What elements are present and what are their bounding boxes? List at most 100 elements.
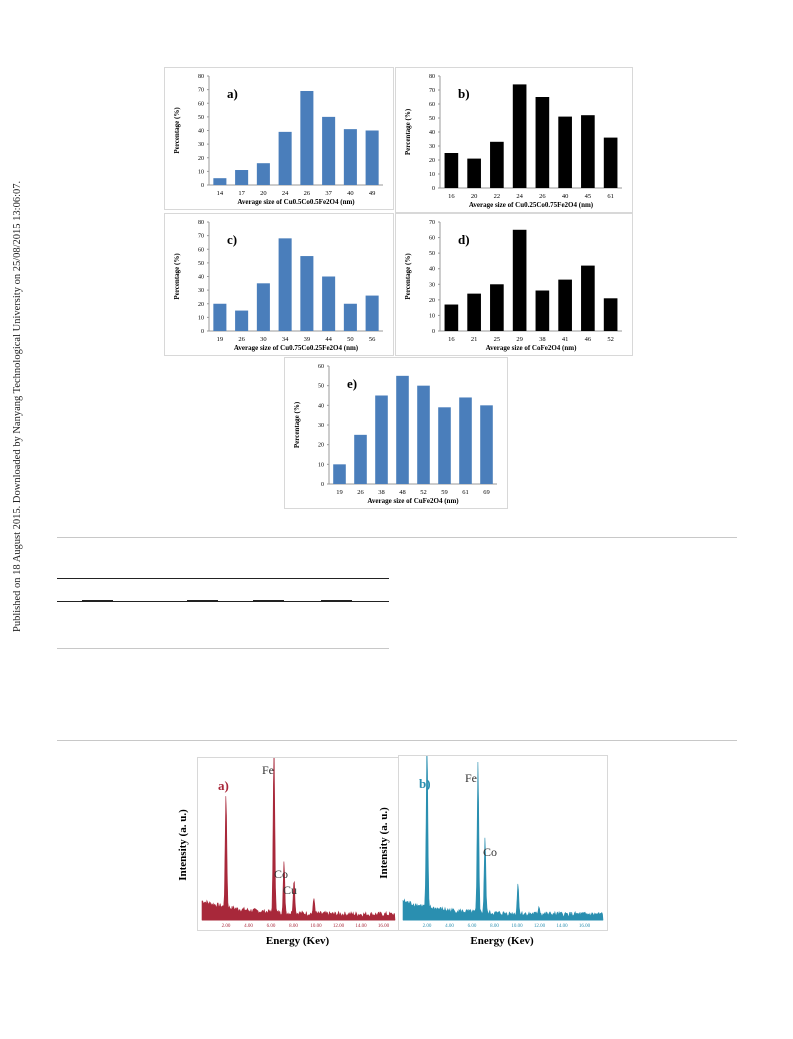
x-tick-label: 46	[585, 336, 592, 343]
y-tick-label: 10	[198, 169, 204, 175]
x-axis-label: Energy (Kev)	[265, 935, 330, 947]
x-tick-label: 25	[494, 336, 501, 343]
x-tick-label: 26	[304, 190, 311, 197]
y-tick-label: 40	[318, 403, 324, 409]
bar	[375, 395, 388, 484]
bar	[343, 303, 357, 331]
y-tick-label: 10	[429, 172, 435, 178]
x-tick-label: 52	[607, 336, 614, 343]
y-axis-label: Percentage (%)	[404, 253, 412, 300]
y-tick-label: 30	[318, 423, 324, 429]
bar	[396, 375, 409, 484]
y-tick-label: 0	[321, 482, 324, 488]
bar	[256, 163, 270, 185]
y-tick-label: 30	[429, 144, 435, 150]
rule	[57, 537, 737, 538]
x-tick-label: 24	[516, 193, 523, 200]
peak-label: Co	[274, 867, 288, 881]
y-tick-label: 60	[198, 101, 204, 107]
x-tick-label: 12.00	[333, 924, 345, 929]
table-dash	[187, 600, 218, 602]
y-tick-label: 10	[429, 313, 435, 319]
x-tick-label: 17	[238, 190, 245, 197]
panel-label: a)	[227, 86, 238, 101]
bar	[365, 130, 379, 185]
panel-label: b)	[458, 86, 470, 101]
table-dash	[82, 600, 113, 602]
bar	[581, 115, 595, 188]
bar	[558, 279, 572, 331]
bar	[213, 303, 227, 331]
bar	[300, 256, 314, 331]
x-tick-label: 16.00	[579, 924, 591, 929]
x-tick-label: 61	[462, 489, 469, 496]
y-tick-label: 40	[198, 275, 204, 281]
y-tick-label: 60	[429, 236, 435, 242]
x-tick-label: 19	[336, 489, 343, 496]
x-tick-label: 16.00	[378, 924, 390, 929]
bar	[535, 290, 550, 331]
table-rule	[57, 601, 389, 602]
bar	[512, 84, 527, 188]
x-tick-label: 10.00	[310, 924, 322, 929]
bar	[438, 407, 451, 484]
y-tick-label: 60	[198, 247, 204, 253]
bar	[235, 310, 249, 331]
chart: 2.00 4.00 6.00 8.00 10.00 12.00 14.00 16.00 b) Fe…	[402, 745, 604, 929]
x-tick-label: 61	[607, 193, 614, 200]
spectrum	[402, 745, 604, 921]
x-tick-label: 4.00	[244, 924, 253, 929]
x-tick-label: 56	[369, 336, 376, 343]
x-tick-label: 4.00	[445, 924, 454, 929]
x-tick-label: 34	[282, 336, 289, 343]
bar	[490, 284, 504, 331]
x-tick-label: 16	[448, 336, 455, 343]
histogram-panel: 0 10 20 30 40 50 60 70 80 19 26 30 34 39 44 50 56 Average…	[164, 213, 394, 356]
y-tick-label: 70	[198, 234, 204, 240]
y-tick-label: 50	[318, 384, 324, 390]
bar	[322, 116, 336, 185]
x-tick-label: 37	[325, 190, 332, 197]
x-tick-label: 26	[539, 193, 546, 200]
x-tick-label: 39	[304, 336, 311, 343]
y-tick-label: 20	[429, 158, 435, 164]
x-tick-label: 2.00	[222, 924, 231, 929]
peak-label: Cu	[283, 883, 297, 897]
x-tick-label: 38	[378, 489, 385, 496]
x-tick-label: 69	[483, 489, 490, 496]
bar	[333, 464, 346, 484]
bar	[444, 304, 459, 331]
x-axis-label: Average size of Cu0.75Co0.25Fe2O4 (nm)	[234, 344, 359, 352]
y-tick-label: 40	[429, 267, 435, 273]
panel-label: c)	[227, 232, 237, 247]
x-tick-label: 29	[516, 336, 523, 343]
y-tick-label: 0	[432, 329, 435, 335]
x-tick-label: 6.00	[468, 924, 477, 929]
y-tick-label: 20	[318, 443, 324, 449]
y-tick-label: 20	[198, 302, 204, 308]
y-tick-label: 50	[429, 251, 435, 257]
table-dash	[321, 600, 352, 602]
bar	[512, 229, 527, 331]
x-axis-label: Average size of Cu0.25Co0.75Fe2O4 (nm)	[469, 201, 594, 209]
bar	[467, 293, 481, 331]
x-tick-label: 50	[347, 336, 354, 343]
x-tick-label: 45	[585, 193, 592, 200]
x-axis-label: Energy (Kev)	[470, 935, 534, 947]
peak-label: Co	[483, 845, 497, 859]
x-tick-label: 38	[539, 336, 546, 343]
x-tick-label: 26	[357, 489, 364, 496]
peak-label: Fe	[262, 763, 274, 777]
x-tick-label: 19	[217, 336, 224, 343]
x-tick-label: 12.00	[534, 924, 546, 929]
chart: 0 10 20 30 40 50 60 19 26 38 48 52 59 61 69 Average siz…	[293, 364, 497, 505]
x-tick-label: 44	[325, 336, 332, 343]
y-axis-label: Intensity (a. u.)	[177, 809, 189, 881]
y-tick-label: 30	[429, 282, 435, 288]
y-axis-label: Percentage (%)	[293, 401, 301, 448]
y-axis-label: Percentage (%)	[404, 108, 412, 155]
chart: 0 10 20 30 40 50 60 70 16 21 25 29 38 41 46 52 Average s…	[404, 220, 622, 352]
panel-label: a)	[218, 778, 229, 793]
bar	[322, 276, 336, 331]
x-axis-label: Average size of CuFe2O4 (nm)	[367, 497, 459, 505]
